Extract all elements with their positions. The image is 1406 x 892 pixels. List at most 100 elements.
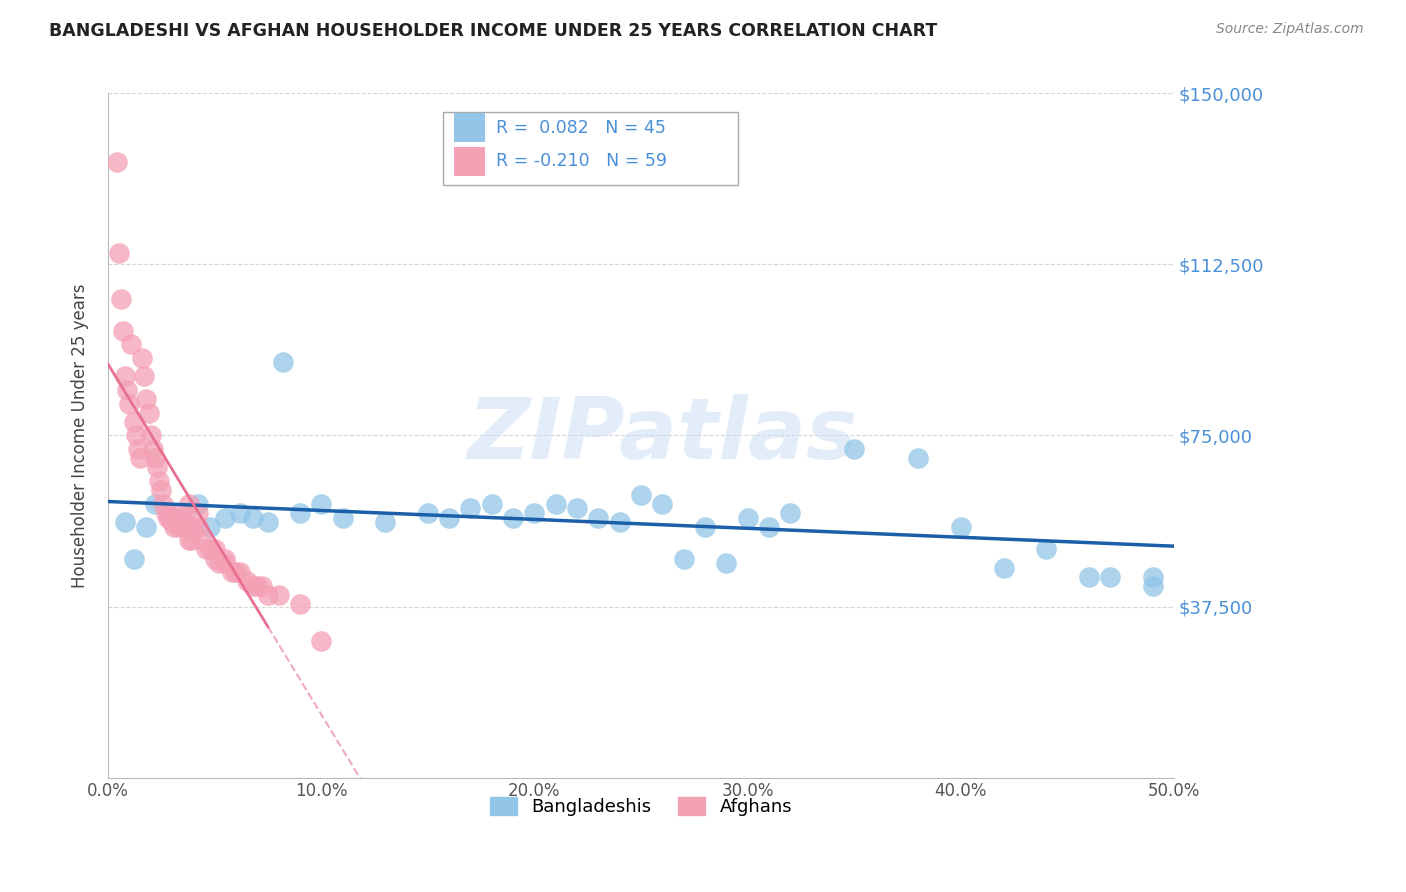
Text: ZIPatlas: ZIPatlas [467, 394, 858, 477]
Point [267, 588, 290, 602]
Point [242, 510, 264, 524]
Point [129, 451, 152, 466]
Text: Source: ZipAtlas.com: Source: ZipAtlas.com [1216, 22, 1364, 37]
Point [105, 154, 128, 169]
Point [163, 519, 186, 533]
Point [1035, 542, 1057, 557]
Point [177, 533, 200, 548]
Point [142, 442, 165, 457]
Point [204, 551, 226, 566]
Point [204, 542, 226, 557]
Point [114, 515, 136, 529]
Point [134, 369, 156, 384]
Point [1142, 570, 1164, 584]
Point [155, 506, 177, 520]
Point [907, 451, 929, 466]
Point [180, 533, 202, 548]
Point [125, 428, 148, 442]
Point [152, 497, 174, 511]
Point [1099, 570, 1122, 584]
Point [187, 506, 209, 520]
Point [481, 497, 503, 511]
Point [309, 633, 332, 648]
Point [693, 519, 716, 533]
Point [502, 510, 524, 524]
Point [143, 497, 166, 511]
Point [181, 519, 204, 533]
Point [1077, 570, 1099, 584]
Point [148, 474, 170, 488]
Point [187, 497, 209, 511]
Point [288, 506, 311, 520]
Point [111, 324, 134, 338]
Point [135, 519, 157, 533]
Point [672, 551, 695, 566]
Point [165, 510, 187, 524]
Point [225, 566, 247, 580]
Point [115, 383, 138, 397]
Point [235, 574, 257, 589]
Point [544, 497, 567, 511]
Point [288, 597, 311, 611]
Point [716, 556, 738, 570]
Point [159, 510, 181, 524]
Point [374, 515, 396, 529]
Point [122, 551, 145, 566]
Point [118, 396, 141, 410]
Point [187, 519, 209, 533]
Point [200, 542, 222, 557]
Point [107, 246, 129, 260]
Point [246, 579, 269, 593]
Point [332, 510, 354, 524]
Point [122, 415, 145, 429]
Point [214, 556, 236, 570]
Point [214, 510, 236, 524]
Point [651, 497, 673, 511]
Point [146, 460, 169, 475]
Point [609, 515, 631, 529]
Point [242, 579, 264, 593]
Point [588, 510, 610, 524]
Point [460, 501, 482, 516]
Point [114, 369, 136, 384]
Text: BANGLADESHI VS AFGHAN HOUSEHOLDER INCOME UNDER 25 YEARS CORRELATION CHART: BANGLADESHI VS AFGHAN HOUSEHOLDER INCOME… [49, 22, 938, 40]
Point [257, 588, 280, 602]
Point [120, 337, 142, 351]
Point [156, 510, 179, 524]
Point [737, 510, 759, 524]
Point [271, 355, 294, 369]
Point [214, 551, 236, 566]
Point [437, 510, 460, 524]
Point [176, 519, 198, 533]
Point [191, 533, 214, 548]
Point [309, 497, 332, 511]
Point [173, 515, 195, 529]
Text: R = -0.210   N = 59: R = -0.210 N = 59 [496, 153, 668, 170]
Point [169, 506, 191, 520]
Point [139, 428, 162, 442]
Point [177, 519, 200, 533]
Point [110, 292, 132, 306]
Point [630, 488, 652, 502]
Point [416, 506, 439, 520]
Point [167, 519, 190, 533]
Point [165, 510, 187, 524]
Point [156, 506, 179, 520]
Point [993, 560, 1015, 574]
Y-axis label: Householder Income Under 25 years: Householder Income Under 25 years [72, 284, 89, 588]
Point [250, 579, 273, 593]
Point [1142, 579, 1164, 593]
Point [208, 556, 231, 570]
Point [195, 542, 218, 557]
Point [844, 442, 866, 457]
Point [150, 483, 173, 498]
Point [758, 519, 780, 533]
Point [143, 451, 166, 466]
Point [177, 497, 200, 511]
Point [221, 566, 243, 580]
Point [229, 566, 252, 580]
Point [565, 501, 588, 516]
Point [949, 519, 972, 533]
Point [131, 351, 153, 365]
Point [523, 506, 546, 520]
